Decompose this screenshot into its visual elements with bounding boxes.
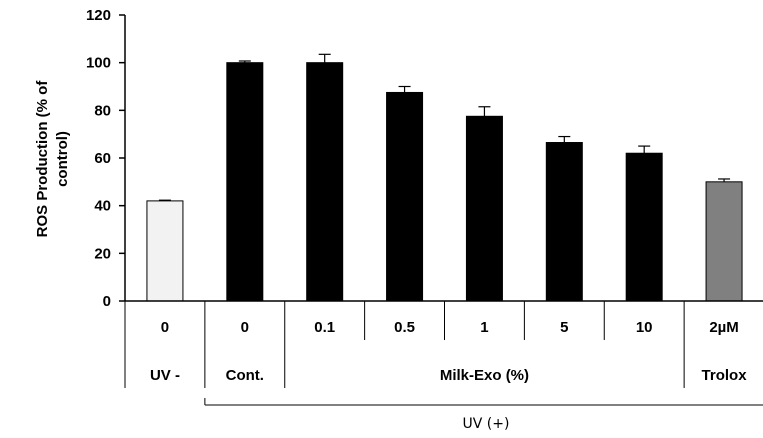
y-axis-title-line1: ROS Production (% of (34, 80, 51, 238)
category-label: 0.1 (314, 319, 335, 336)
bar (146, 200, 184, 302)
bar (226, 62, 264, 302)
bar (625, 152, 663, 302)
y-axis-title: ROS Production (% of control) (34, 80, 71, 238)
y-tick-label: 60 (94, 150, 111, 167)
y-ticks: 0 20 40 60 80 100 120 (86, 7, 125, 310)
bar (545, 142, 583, 302)
group-label: Trolox (702, 367, 748, 384)
y-axis-title-line2: control) (54, 131, 71, 187)
category-label: 0 (241, 319, 249, 336)
uv-plus-label: UV (+) (463, 416, 510, 432)
category-table: 0 0 0.1 0.5 1 5 10 2µM UV - Cont. Milk-Exo (%) Trol… (124, 300, 763, 388)
category-label: 10 (636, 319, 653, 336)
bar (465, 115, 503, 302)
y-tick-label: 0 (103, 293, 111, 310)
y-tick-label: 40 (94, 198, 111, 215)
bar (306, 62, 344, 302)
category-label: 1 (480, 319, 488, 336)
group-label: Milk-Exo (%) (440, 367, 529, 384)
category-label: 2µM (709, 319, 738, 336)
uv-bracket: UV (+) (204, 398, 763, 432)
category-label: 5 (560, 319, 568, 336)
group-label: Cont. (226, 367, 264, 384)
y-tick-label: 100 (86, 55, 111, 72)
y-tick-label: 80 (94, 102, 111, 119)
bar (386, 91, 424, 302)
bar (705, 181, 743, 302)
y-tick-label: 120 (86, 7, 111, 24)
category-label: 0.5 (394, 319, 415, 336)
bars (146, 53, 743, 302)
y-tick-label: 20 (94, 245, 111, 262)
category-label: 0 (161, 319, 169, 336)
group-label: UV - (150, 367, 180, 384)
